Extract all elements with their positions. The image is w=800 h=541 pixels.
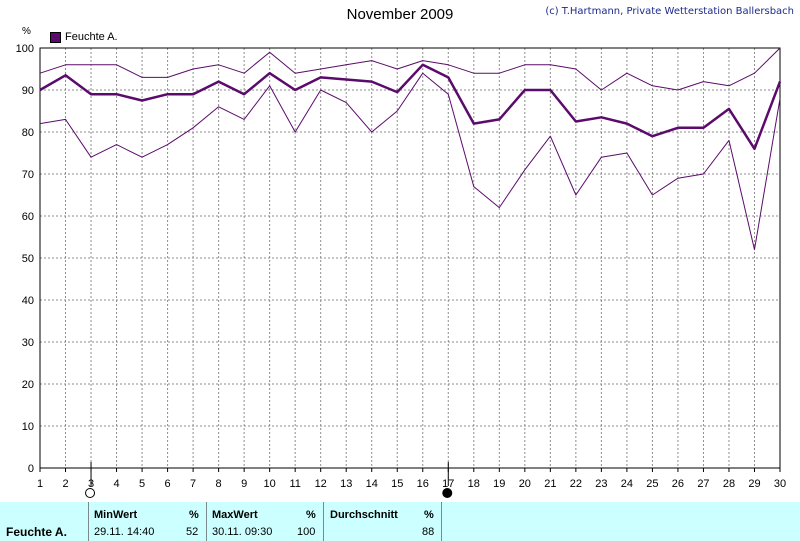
y-tick-label: 90 xyxy=(22,85,34,97)
max-unit: % xyxy=(306,509,316,521)
x-tick-label: 11 xyxy=(289,478,300,490)
x-tick-label: 26 xyxy=(672,478,684,490)
x-tick-label: 1 xyxy=(37,478,43,490)
series-line-min xyxy=(39,72,781,251)
x-tick-label: 20 xyxy=(519,478,531,490)
x-tick-label: 23 xyxy=(595,478,607,490)
x-tick-label: 5 xyxy=(139,478,145,490)
x-tick-label: 25 xyxy=(646,478,658,490)
avg-unit: % xyxy=(424,509,434,521)
x-tick-label: 2 xyxy=(62,478,68,490)
y-tick-label: 30 xyxy=(22,337,34,349)
y-tick-label: 70 xyxy=(22,169,34,181)
y-tick-label: 0 xyxy=(28,463,34,475)
max-value: 100 xyxy=(297,526,316,538)
x-tick-label: 18 xyxy=(468,478,480,490)
y-tick-label: 20 xyxy=(22,379,34,391)
y-tick-label: 80 xyxy=(22,127,34,139)
copyright-credit: (c) T.Hartmann, Private Wetterstation Ba… xyxy=(545,6,794,17)
x-tick-label: 13 xyxy=(340,478,352,490)
chart-title: November 2009 xyxy=(346,6,454,23)
x-tick-label: 27 xyxy=(697,478,709,490)
y-tick-label: 60 xyxy=(22,211,34,223)
min-header: MinWert xyxy=(94,509,138,521)
x-tick-label: 12 xyxy=(315,478,327,490)
footer-separator xyxy=(441,502,442,541)
footer-separator xyxy=(88,502,89,541)
new-moon-marker xyxy=(85,488,96,498)
full-moon-marker xyxy=(442,488,453,498)
footer-separator xyxy=(323,502,324,541)
x-tick-label: 22 xyxy=(570,478,582,490)
x-tick-label: 6 xyxy=(165,478,171,490)
x-tick-label: 30 xyxy=(774,478,786,490)
min-value: 52 xyxy=(186,526,199,538)
x-tick-label: 15 xyxy=(391,478,403,490)
y-tick-label: 40 xyxy=(22,295,34,307)
humidity-chart: 0102030405060708090100123456789101112131… xyxy=(16,43,786,498)
min-unit: % xyxy=(189,509,199,521)
legend-swatch xyxy=(50,31,61,43)
x-tick-label: 19 xyxy=(493,478,505,490)
x-tick-label: 14 xyxy=(366,478,378,490)
x-tick-label: 8 xyxy=(216,478,222,490)
max-header: MaxWert xyxy=(212,509,258,521)
footer-row-label: Feuchte A. xyxy=(6,525,67,539)
x-tick-label: 21 xyxy=(544,478,556,490)
y-tick-label: 100 xyxy=(16,43,34,55)
y-tick-label: 10 xyxy=(22,421,34,433)
x-tick-label: 28 xyxy=(723,478,735,490)
x-tick-label: 7 xyxy=(190,478,196,490)
y-tick-label: 50 xyxy=(22,253,34,265)
plot-frame xyxy=(39,47,781,469)
y-axis-unit: % xyxy=(22,26,31,37)
min-time: 29.11. 14:40 xyxy=(94,526,155,538)
x-tick-label: 4 xyxy=(113,478,119,490)
series-line-max xyxy=(39,47,781,91)
stats-footer: Feuchte A. MinWert % 29.11. 14:40 52 Max… xyxy=(0,502,800,541)
footer-separator xyxy=(206,502,207,541)
avg-value: 88 xyxy=(422,526,435,538)
series-line-mean xyxy=(39,63,782,151)
legend: Feuchte A. xyxy=(50,31,118,43)
max-time: 30.11. 09:30 xyxy=(212,526,273,538)
avg-header: Durchschnitt xyxy=(330,509,398,521)
x-tick-label: 24 xyxy=(621,478,633,490)
x-tick-label: 16 xyxy=(417,478,429,490)
x-tick-label: 9 xyxy=(241,478,247,490)
x-tick-label: 10 xyxy=(264,478,276,490)
legend-label: Feuchte A. xyxy=(65,31,118,43)
x-tick-label: 29 xyxy=(748,478,760,490)
